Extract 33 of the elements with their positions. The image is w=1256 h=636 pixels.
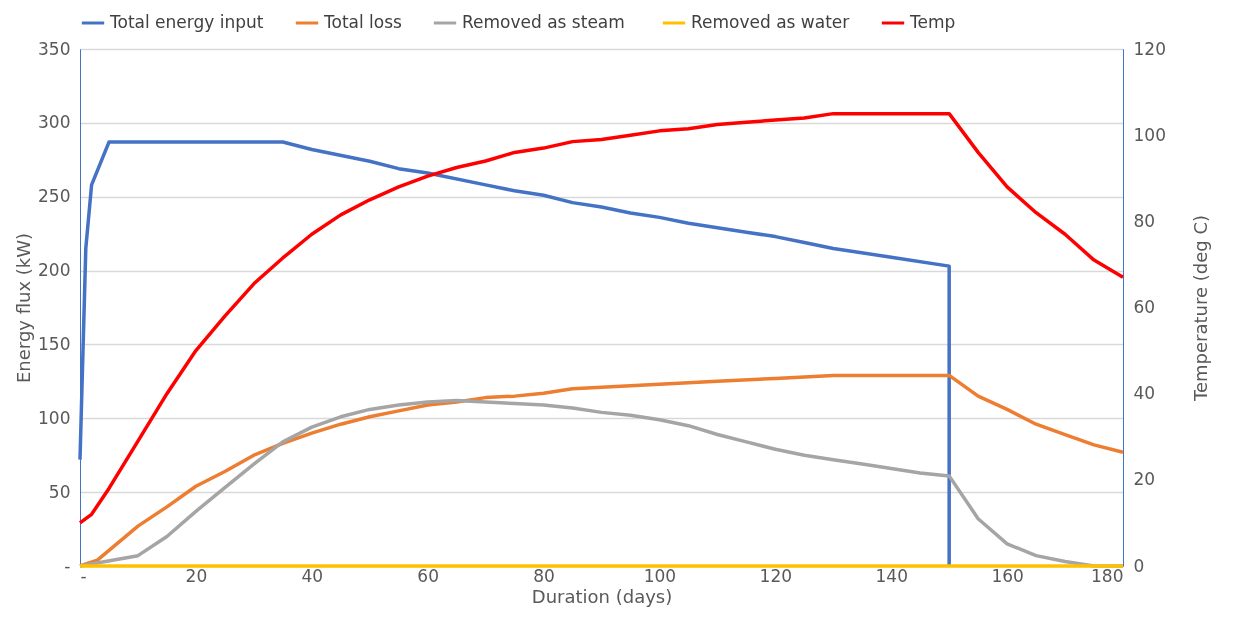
y2-tick-label: 100: [1133, 124, 1166, 145]
y-tick-label: 300: [38, 112, 71, 133]
y2-tick-label: 0: [1133, 555, 1145, 576]
x-tick-label: 40: [301, 565, 324, 586]
x-axis-title: Duration (days): [531, 585, 673, 607]
x-tick-label: 80: [533, 565, 555, 586]
x-tick-label: 100: [643, 565, 677, 586]
x-tick-label: 160: [991, 565, 1024, 586]
x-tick-label: 20: [185, 565, 208, 586]
y2-tick-label: 60: [1133, 297, 1156, 317]
y-tick-label: 250: [38, 186, 71, 207]
legend-label: Total energy input: [109, 12, 264, 32]
y-tick-label: 150: [38, 333, 71, 354]
legend-label: Removed as water: [691, 12, 850, 32]
x-tick-label: 180: [1091, 565, 1124, 586]
x-tick-label: 140: [875, 565, 908, 586]
y2-tick-label: 80: [1133, 210, 1156, 231]
legend-label: Temp: [909, 12, 956, 32]
line-series: [78, 111, 1125, 525]
legend-label: Total loss: [323, 12, 403, 32]
y-axis-title: Energy flux (kW): [13, 232, 35, 384]
y2-tick-label: 120: [1133, 38, 1166, 59]
x-tick-label: 60: [417, 565, 439, 586]
y-tick-label: 100: [38, 407, 71, 428]
y-tick-label: 350: [38, 38, 71, 59]
x-tick-label: -: [80, 565, 87, 586]
x-tick-label: 120: [759, 565, 793, 586]
y2-axis-title: Temperature (deg C): [1189, 214, 1211, 403]
y-tick-label: 50: [48, 481, 71, 502]
legend-label: Removed as steam: [462, 12, 625, 32]
y2-tick-label: 20: [1133, 469, 1156, 490]
y2-tick-label: 40: [1133, 383, 1156, 404]
y-tick-label: 200: [38, 260, 71, 281]
